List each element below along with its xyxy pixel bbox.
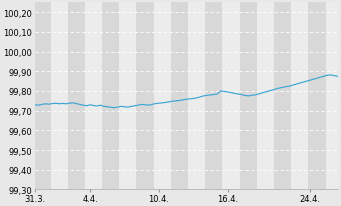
Bar <box>136 4 154 190</box>
Bar <box>188 4 205 190</box>
Bar <box>326 4 336 190</box>
Bar <box>50 4 68 190</box>
Bar <box>154 4 171 190</box>
Bar <box>68 4 85 190</box>
Bar <box>240 4 257 190</box>
Bar <box>257 4 274 190</box>
Bar <box>33 4 50 190</box>
Bar <box>274 4 291 190</box>
Bar <box>291 4 308 190</box>
Bar <box>85 4 102 190</box>
Bar <box>119 4 136 190</box>
Bar <box>205 4 222 190</box>
Bar <box>171 4 188 190</box>
Bar <box>308 4 326 190</box>
Bar <box>102 4 119 190</box>
Bar <box>222 4 240 190</box>
